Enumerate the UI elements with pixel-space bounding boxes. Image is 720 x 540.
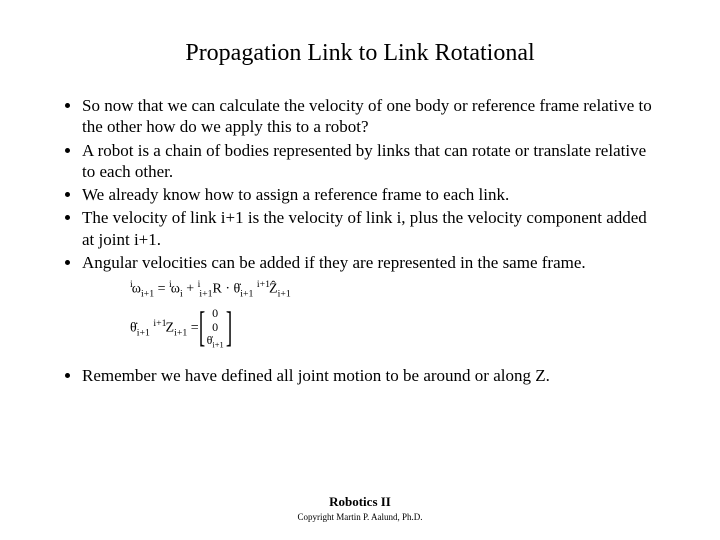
bullet-item: Angular velocities can be added if they …	[82, 252, 660, 273]
equation-block: iωi+1 = iωi + ii+1R · θ̇i+1 i+1Ẑi+1 θ̇i+…	[130, 279, 660, 349]
bullet-item: So now that we can calculate the velocit…	[82, 95, 660, 138]
bullet-list: So now that we can calculate the velocit…	[82, 95, 660, 273]
bullet-item: We already know how to assign a referenc…	[82, 184, 660, 205]
bullet-list-2: Remember we have defined all joint motio…	[82, 365, 660, 386]
bullet-item: Remember we have defined all joint motio…	[82, 365, 660, 386]
slide: Propagation Link to Link Rotational So n…	[0, 0, 720, 540]
bullet-item: A robot is a chain of bodies represented…	[82, 140, 660, 183]
equation-rotational: iωi+1 = iωi + ii+1R · θ̇i+1 i+1Ẑi+1	[130, 279, 660, 299]
slide-title: Propagation Link to Link Rotational	[60, 40, 660, 67]
equation-z-vector: θ̇i+1 i+1Zi+1 = [ 00θ̇i+1 ]	[130, 307, 232, 349]
footer-copyright: Copyright Martin P. Aalund, Ph.D.	[0, 512, 720, 522]
bullet-item: The velocity of link i+1 is the velocity…	[82, 207, 660, 250]
footer-course: Robotics II	[0, 494, 720, 510]
footer: Robotics II Copyright Martin P. Aalund, …	[0, 494, 720, 522]
